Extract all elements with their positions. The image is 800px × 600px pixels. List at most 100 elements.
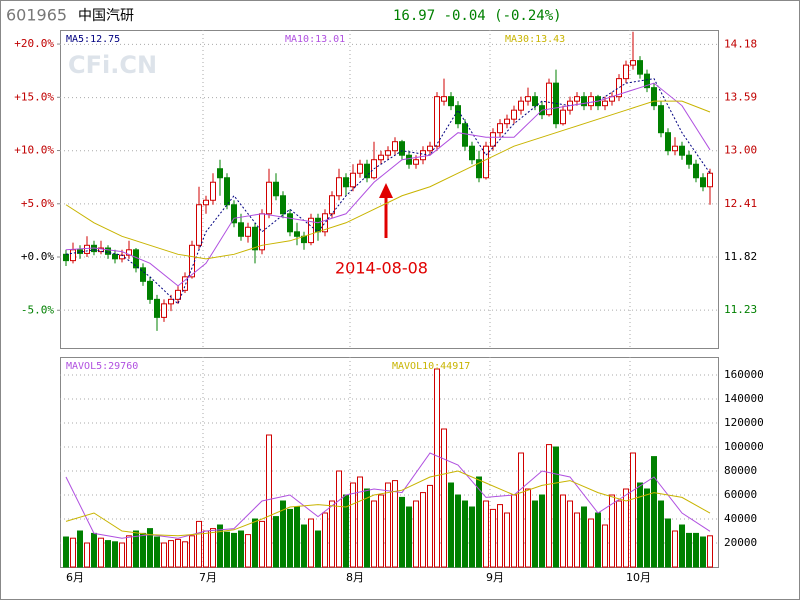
candle-body <box>679 145 685 156</box>
volume-bar <box>378 494 384 568</box>
candle-body <box>427 145 433 152</box>
candle-body <box>182 276 188 291</box>
volume-bar <box>357 476 363 568</box>
volume-bar <box>644 488 650 568</box>
volume-bar <box>679 524 685 568</box>
candle-body <box>140 267 146 282</box>
candle-body <box>602 100 608 107</box>
y2-tick-label: +10.0% <box>14 144 54 157</box>
candle-body <box>238 222 244 237</box>
ma-legend: MA30:13.43 <box>505 34 565 45</box>
candle-body <box>266 181 272 215</box>
volume-bar <box>98 537 104 568</box>
volume-bar <box>371 500 377 568</box>
volume-bar <box>672 530 678 568</box>
volume-bar <box>455 494 461 568</box>
candle-body <box>112 253 118 260</box>
volume-bar <box>350 482 356 568</box>
candle-body <box>644 73 650 89</box>
volume-bar <box>266 434 272 568</box>
v-tick-label: 100000 <box>724 440 764 453</box>
volume-bar <box>469 506 475 568</box>
volume-bar <box>588 518 594 568</box>
month-label: 7月 <box>199 571 217 584</box>
candle-body <box>154 298 160 318</box>
v-tick-label: 160000 <box>724 368 764 381</box>
quote: 16.97 -0.04 (-0.24%) <box>393 8 562 24</box>
volume-bar <box>686 532 692 568</box>
candle-body <box>546 82 552 116</box>
candle-body <box>511 109 517 120</box>
volume-bar <box>525 488 531 568</box>
candle-body <box>574 96 580 102</box>
vma-legend: MAVOL10:44917 <box>392 361 470 372</box>
candle-body <box>175 289 181 300</box>
candle-body <box>560 109 566 125</box>
candle-body <box>399 141 405 156</box>
candle-body <box>630 60 636 66</box>
candle-body <box>357 163 363 174</box>
volume-bar <box>574 512 580 568</box>
volume-bar <box>560 494 566 568</box>
watermark: CFi.CN <box>68 51 157 79</box>
volume-bar <box>406 506 412 568</box>
volume-bar <box>182 541 188 568</box>
volume-bar <box>147 528 153 568</box>
candle-body <box>672 145 678 152</box>
volume-bar <box>63 536 69 568</box>
vma-line <box>65 470 711 537</box>
candle-body <box>392 141 398 152</box>
volume-bar <box>84 542 90 568</box>
month-label: 9月 <box>486 571 504 584</box>
volume-bar <box>329 500 335 568</box>
candle-body <box>63 253 69 262</box>
volume-bar <box>224 531 230 568</box>
volume-bar <box>567 500 573 568</box>
volume-bar <box>140 532 146 568</box>
month-label: 6月 <box>66 571 84 584</box>
candle-body <box>308 217 314 244</box>
volume-bar <box>448 482 454 568</box>
volume-bar <box>483 500 489 568</box>
volume-bar <box>539 494 545 568</box>
volume-bar <box>532 500 538 568</box>
candle-body <box>273 181 279 197</box>
v-tick-label: 80000 <box>724 464 757 477</box>
y-tick-label: 11.23 <box>724 303 757 316</box>
volume-bar <box>630 452 636 568</box>
volume-bar <box>553 446 559 568</box>
volume-bar <box>189 535 195 568</box>
candle-body <box>469 145 475 161</box>
candle-body <box>385 150 391 156</box>
arrow-head <box>379 183 393 198</box>
candle-body <box>707 172 713 188</box>
v-tick-label: 40000 <box>724 512 757 525</box>
ma-line <box>65 100 711 260</box>
volume-bar <box>392 480 398 568</box>
candle-body <box>441 96 447 102</box>
candle-body <box>259 213 265 251</box>
candle-body <box>413 159 419 165</box>
candle-body <box>434 96 440 147</box>
volume-bar <box>245 534 251 568</box>
candle-body <box>448 96 454 107</box>
y-tick-label: 11.82 <box>724 250 757 263</box>
candle-body <box>623 64 629 80</box>
volume-bar <box>399 496 405 568</box>
volume-bar <box>238 530 244 568</box>
y-tick-label: 13.59 <box>724 91 757 104</box>
candle-body <box>70 249 76 262</box>
y-tick-label: 13.00 <box>724 144 757 157</box>
candle-body <box>651 87 657 107</box>
candle-body <box>210 181 216 201</box>
volume-bar <box>161 542 167 568</box>
ma-legend: MA5:12.75 <box>66 34 120 45</box>
volume-bar <box>105 540 111 568</box>
volume-bar <box>707 535 713 568</box>
candle-body <box>168 298 174 305</box>
candle-body <box>406 154 412 165</box>
volume-bar <box>294 506 300 568</box>
candle-body <box>532 96 538 107</box>
volume-bar <box>119 542 125 568</box>
candle-body <box>231 204 237 224</box>
